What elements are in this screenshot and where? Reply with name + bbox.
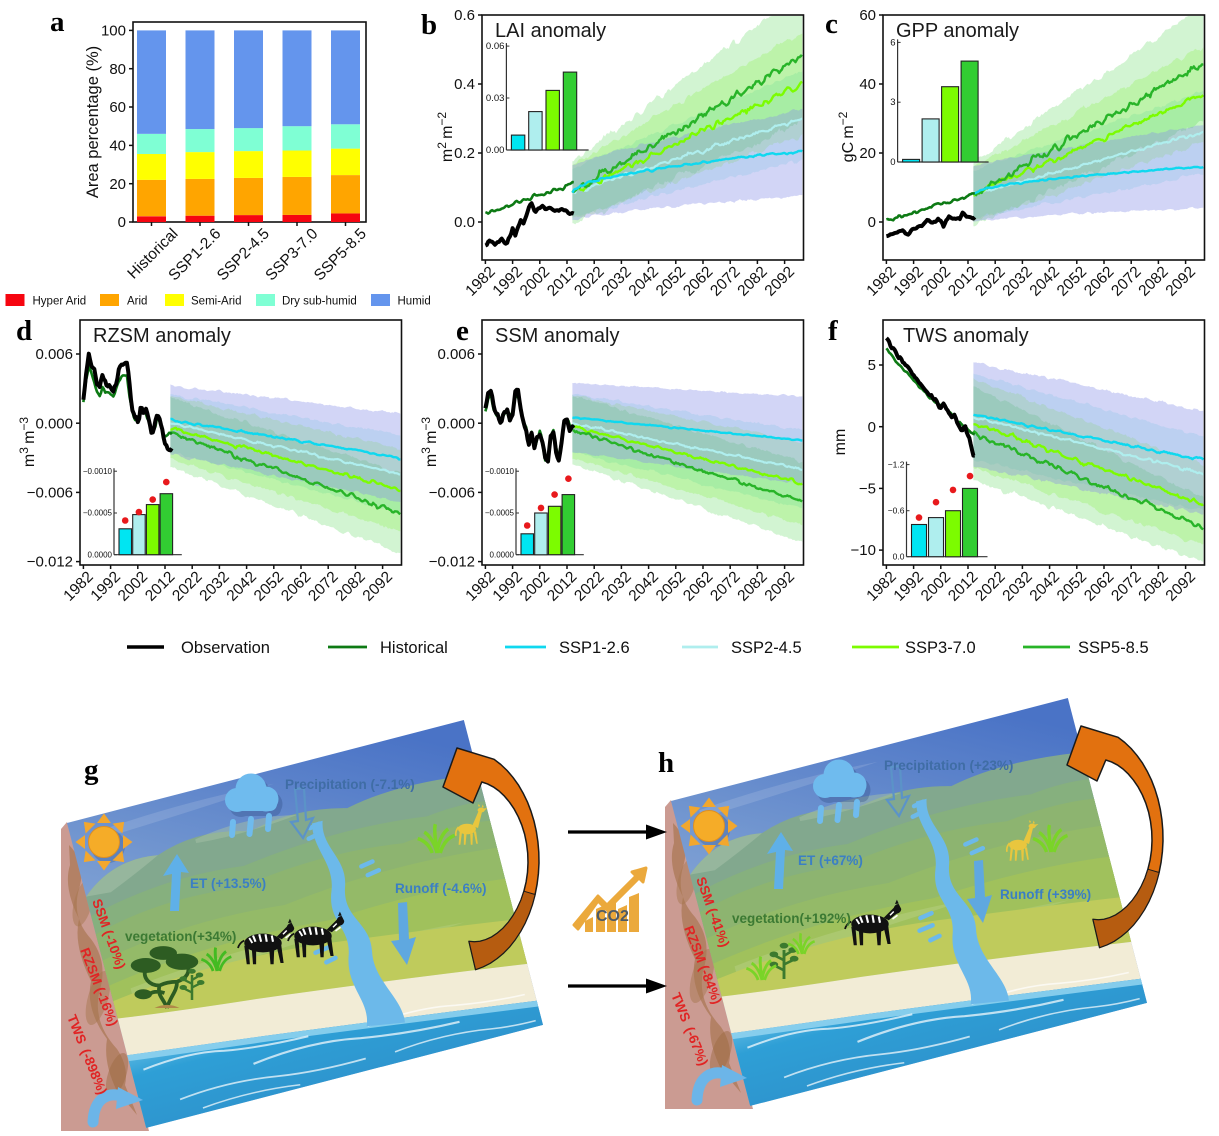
svg-text:0.000: 0.000 xyxy=(437,415,475,432)
svg-text:Humid: Humid xyxy=(398,296,431,308)
svg-text:Historical: Historical xyxy=(380,639,448,657)
svg-text:100: 100 xyxy=(101,23,126,40)
svg-text:0.4: 0.4 xyxy=(454,76,475,93)
svg-text:60: 60 xyxy=(109,99,126,116)
svg-text:0.0000: 0.0000 xyxy=(490,550,515,559)
svg-text:0.2: 0.2 xyxy=(454,145,475,162)
svg-text:−0.012: −0.012 xyxy=(27,554,73,571)
svg-text:Arid: Arid xyxy=(127,296,147,308)
svg-text:0.000: 0.000 xyxy=(35,415,73,432)
svg-text:GPP anomaly: GPP anomaly xyxy=(896,20,1019,42)
svg-text:−1.2: −1.2 xyxy=(888,459,905,469)
svg-text:m3 m−3: m3 m−3 xyxy=(17,417,38,468)
svg-text:−0.0010: −0.0010 xyxy=(83,467,113,476)
svg-text:60: 60 xyxy=(859,7,876,24)
svg-text:mm: mm xyxy=(832,429,849,456)
svg-text:SSP3-7.0: SSP3-7.0 xyxy=(905,639,976,657)
svg-text:−0.012: −0.012 xyxy=(429,554,475,571)
svg-text:RZSM anomaly: RZSM anomaly xyxy=(93,325,231,347)
svg-text:a: a xyxy=(50,6,65,38)
svg-text:0.0: 0.0 xyxy=(893,551,905,561)
svg-text:6: 6 xyxy=(890,37,895,48)
svg-text:LAI anomaly: LAI anomaly xyxy=(495,20,606,42)
svg-text:0.006: 0.006 xyxy=(437,346,475,363)
svg-text:40: 40 xyxy=(859,76,876,93)
svg-text:0.0: 0.0 xyxy=(454,214,475,231)
svg-text:SSP2-4.5: SSP2-4.5 xyxy=(731,639,802,657)
svg-text:vegetation(+192%): vegetation(+192%) xyxy=(732,911,851,926)
svg-text:0.006: 0.006 xyxy=(35,346,73,363)
svg-text:3: 3 xyxy=(890,97,895,108)
svg-text:Observation: Observation xyxy=(181,639,270,657)
svg-text:Hyper Arid: Hyper Arid xyxy=(33,296,87,308)
svg-text:−0.0005: −0.0005 xyxy=(83,509,113,518)
svg-text:80: 80 xyxy=(109,61,126,78)
svg-text:20: 20 xyxy=(859,145,876,162)
svg-text:Area percentage (%): Area percentage (%) xyxy=(84,46,102,198)
svg-text:−0.006: −0.006 xyxy=(27,485,73,502)
svg-text:SSM anomaly: SSM anomaly xyxy=(495,325,620,347)
svg-text:0: 0 xyxy=(118,214,126,231)
svg-text:d: d xyxy=(16,315,32,347)
svg-text:5: 5 xyxy=(868,357,876,374)
svg-text:b: b xyxy=(421,9,437,41)
svg-text:Runoff (-4.6%): Runoff (-4.6%) xyxy=(395,881,487,896)
svg-text:e: e xyxy=(456,315,469,347)
svg-text:ET (+13.5%): ET (+13.5%) xyxy=(190,876,266,891)
svg-text:Runoff (+39%): Runoff (+39%) xyxy=(1000,887,1091,902)
svg-text:−10: −10 xyxy=(851,542,876,559)
svg-text:0.0000: 0.0000 xyxy=(88,550,113,559)
svg-text:ET (+67%): ET (+67%) xyxy=(798,853,863,868)
svg-text:−0.0005: −0.0005 xyxy=(485,509,515,518)
svg-text:40: 40 xyxy=(109,138,126,155)
svg-text:0.6: 0.6 xyxy=(454,7,475,24)
svg-text:0: 0 xyxy=(868,214,876,231)
svg-text:Semi-Arid: Semi-Arid xyxy=(191,296,241,308)
svg-text:SSP5-8.5: SSP5-8.5 xyxy=(1078,639,1149,657)
svg-text:−0.0010: −0.0010 xyxy=(485,467,515,476)
svg-text:0: 0 xyxy=(890,157,895,168)
svg-text:f: f xyxy=(828,315,838,347)
svg-text:SSP1-2.6: SSP1-2.6 xyxy=(559,639,630,657)
svg-text:−5: −5 xyxy=(859,481,876,498)
svg-text:TWS anomaly: TWS anomaly xyxy=(903,325,1029,347)
svg-text:Precipitation (-7.1%): Precipitation (-7.1%) xyxy=(285,777,415,792)
svg-text:CO2: CO2 xyxy=(596,908,629,925)
svg-text:0: 0 xyxy=(868,419,876,436)
svg-text:vegetation(+34%): vegetation(+34%) xyxy=(125,929,236,944)
svg-text:0.06: 0.06 xyxy=(486,41,505,52)
svg-text:g: g xyxy=(84,754,99,786)
svg-text:Precipitation (+23%): Precipitation (+23%) xyxy=(884,758,1013,773)
svg-text:0.00: 0.00 xyxy=(486,145,505,156)
svg-text:c: c xyxy=(825,8,838,40)
svg-text:−0.006: −0.006 xyxy=(429,485,475,502)
svg-text:20: 20 xyxy=(109,176,126,193)
svg-text:Dry sub-humid: Dry sub-humid xyxy=(282,296,357,308)
svg-text:−0.6: −0.6 xyxy=(888,505,905,515)
svg-text:0.03: 0.03 xyxy=(486,93,505,104)
svg-text:h: h xyxy=(658,747,674,779)
